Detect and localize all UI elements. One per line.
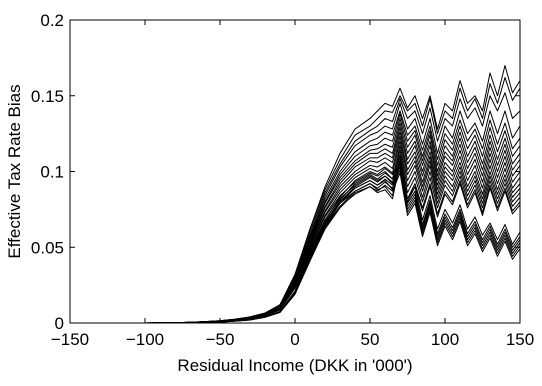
axes-layer: −150 −100 −50 0 50 100 150 0 0.05 0.1 0.15 0.2: [31, 11, 534, 349]
x-axis-label: Residual Income (DKK in '000'): [177, 356, 412, 375]
x-tick-label: 0: [290, 330, 299, 349]
series-line-16: [70, 158, 521, 324]
y-tick-label: 0.05: [31, 238, 64, 257]
series-line-12: [70, 140, 521, 324]
series-line-13: [70, 145, 521, 324]
x-tick-label: −150: [51, 330, 89, 349]
series-line-20: [70, 163, 521, 324]
x-tick-label: 100: [431, 330, 459, 349]
y-tick-label: 0.15: [31, 87, 64, 106]
x-tick-label: −50: [206, 330, 235, 349]
x-tick-label: −100: [126, 330, 164, 349]
x-tick-label: 150: [506, 330, 534, 349]
y-axis-label: Effective Tax Rate Bias: [5, 84, 24, 258]
series-layer: [70, 64, 521, 324]
y-tick-label: 0: [55, 314, 64, 333]
x-tick-label: 50: [361, 330, 380, 349]
y-tick-label: 0.1: [40, 163, 64, 182]
y-tick-label: 0.2: [40, 11, 64, 30]
series-line-19: [70, 160, 521, 324]
series-line-22: [70, 169, 521, 324]
